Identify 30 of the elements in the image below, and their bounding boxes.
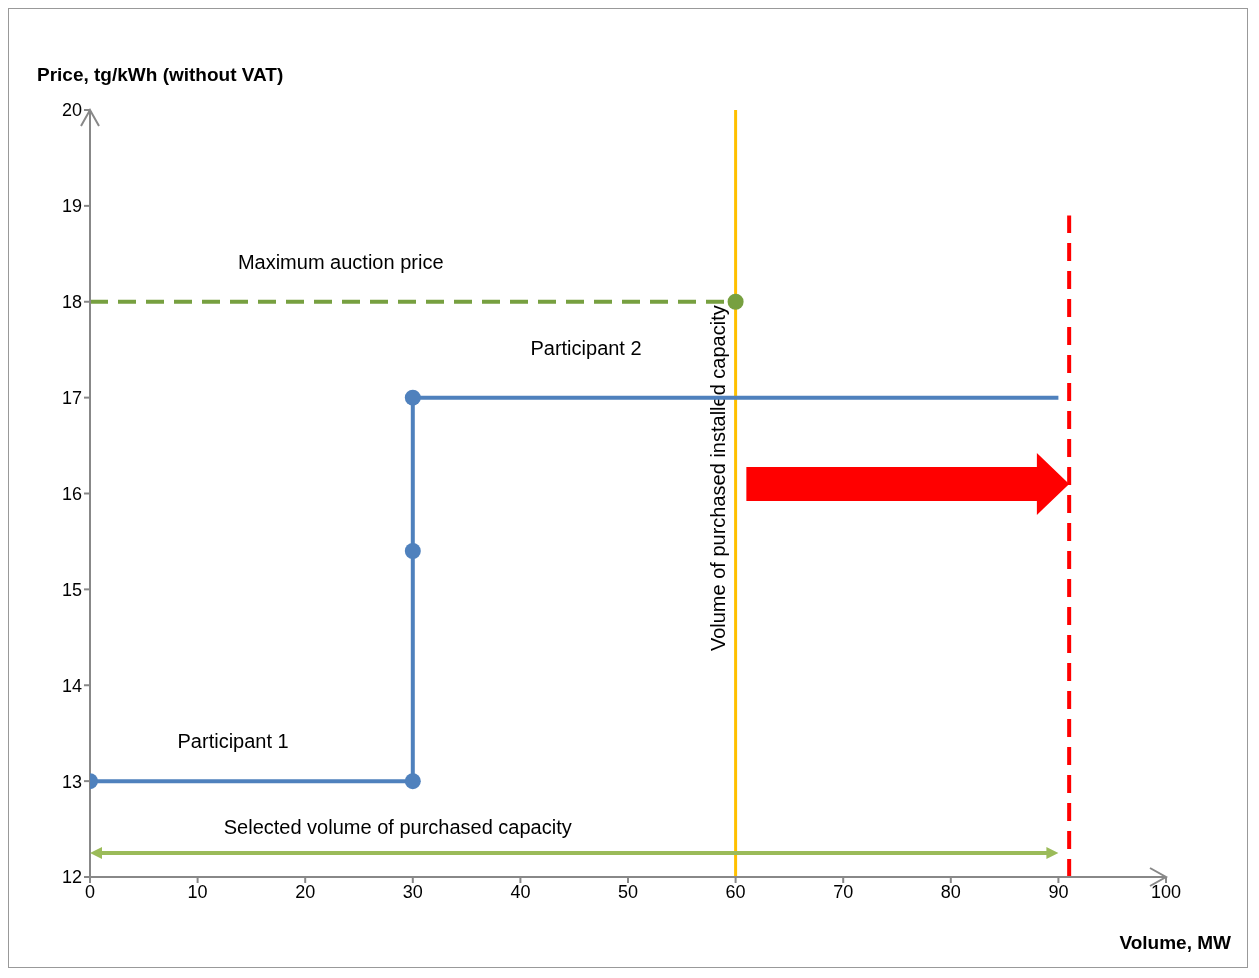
x-tick-label: 10 bbox=[187, 881, 208, 902]
y-tick-label: 15 bbox=[61, 579, 82, 600]
annotation: Selected volume of purchased capacity bbox=[223, 816, 572, 839]
x-tick-label: 0 bbox=[84, 881, 96, 902]
x-tick-label: 40 bbox=[510, 881, 531, 902]
point bbox=[404, 773, 421, 790]
x-tick-label: 80 bbox=[940, 881, 961, 902]
x-tick-label: 60 bbox=[725, 881, 746, 902]
y-tick-label: 14 bbox=[61, 675, 82, 696]
ref-line-label: Volume of purchased installed capacity bbox=[706, 305, 729, 652]
y-tick-label: 16 bbox=[61, 483, 82, 504]
x-tick-label: 70 bbox=[833, 881, 854, 902]
y-axis-title: Price, tg/kWh (without VAT) bbox=[37, 64, 284, 85]
x-tick-label: 50 bbox=[617, 881, 639, 902]
x-tick-label: 90 bbox=[1048, 881, 1069, 902]
annotation: Maximum auction price bbox=[237, 250, 444, 273]
x-axis-title: Volume, MW bbox=[1119, 932, 1232, 953]
x-tick-label: 100 bbox=[1150, 881, 1182, 902]
y-tick-label: 20 bbox=[61, 100, 82, 121]
point bbox=[404, 543, 421, 560]
y-tick-label: 19 bbox=[61, 196, 82, 217]
x-tick-label: 20 bbox=[295, 881, 316, 902]
y-tick-label: 18 bbox=[61, 292, 82, 313]
annotation: Participant 2 bbox=[530, 336, 642, 359]
y-tick-label: 12 bbox=[61, 867, 82, 888]
y-tick-label: 13 bbox=[61, 771, 82, 792]
y-tick-label: 17 bbox=[61, 388, 82, 409]
point bbox=[404, 389, 421, 406]
x-tick-label: 30 bbox=[402, 881, 423, 902]
annotation: Participant 1 bbox=[177, 730, 289, 753]
